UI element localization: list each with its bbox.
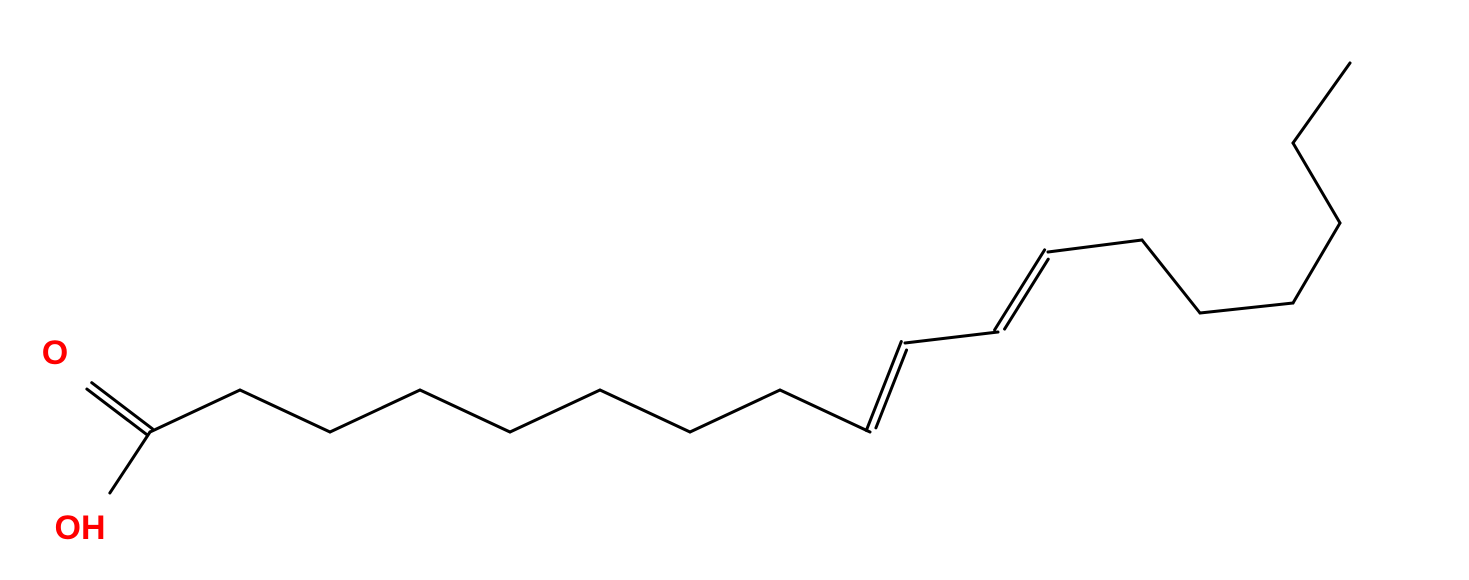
chemical-structure-diagram: O OH bbox=[0, 0, 1469, 580]
atom-label-oh: OH bbox=[55, 509, 106, 547]
atom-label-o: O bbox=[42, 334, 68, 372]
